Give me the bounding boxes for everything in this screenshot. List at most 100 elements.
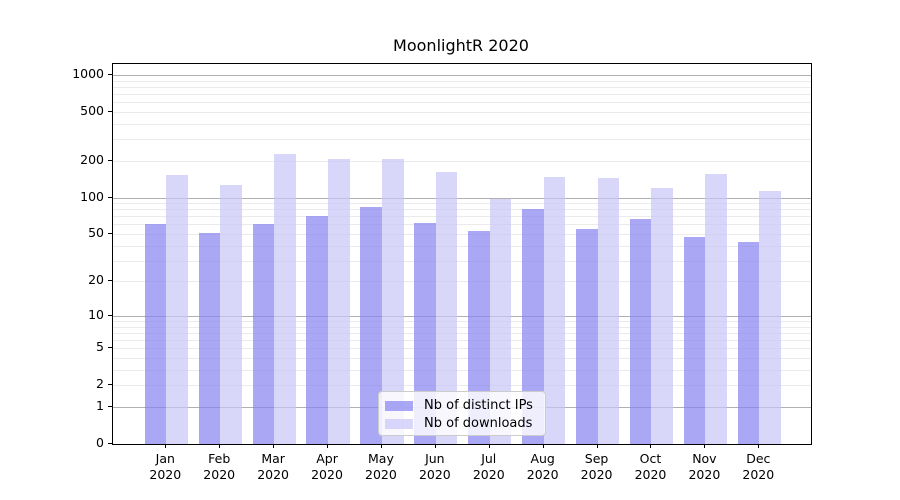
x-tick-year: 2020 xyxy=(580,467,613,482)
x-tick-label-sep: Sep 2020 xyxy=(565,451,629,483)
bar-nb-of-downloads-sep xyxy=(597,177,620,444)
x-tick-mark xyxy=(488,444,490,448)
x-tick-year: 2020 xyxy=(203,467,236,482)
x-tick-month: Nov xyxy=(692,451,717,466)
x-tick-label-nov: Nov 2020 xyxy=(672,451,736,483)
x-tick-month: Jan xyxy=(155,451,175,466)
x-tick-month: Apr xyxy=(316,451,338,466)
x-tick-label-mar: Mar 2020 xyxy=(241,451,305,483)
minor-gridline xyxy=(113,160,811,162)
y-tick-label: 50 xyxy=(88,225,104,241)
minor-gridline xyxy=(113,139,811,141)
minor-gridline xyxy=(113,86,811,88)
x-tick-label-may: May 2020 xyxy=(349,451,413,483)
minor-gridline xyxy=(113,332,811,334)
bar-nb-of-distinct-ips-mar xyxy=(252,223,275,444)
y-tick-mark xyxy=(108,314,112,316)
minor-gridline xyxy=(113,209,811,211)
x-tick-label-jul: Jul 2020 xyxy=(457,451,521,483)
bar-nb-of-downloads-jun xyxy=(435,171,458,444)
x-tick-mark xyxy=(758,444,760,448)
x-tick-label-oct: Oct 2020 xyxy=(618,451,682,483)
x-tick-year: 2020 xyxy=(472,467,505,482)
bar-nb-of-distinct-ips-sep xyxy=(575,229,598,444)
x-tick-month: Jun xyxy=(425,451,445,466)
legend-label: Nb of downloads xyxy=(424,416,533,431)
x-tick-year: 2020 xyxy=(634,467,667,482)
legend: Nb of distinct IPs Nb of downloads xyxy=(378,391,546,436)
x-tick-month: Jul xyxy=(481,451,497,466)
legend-label: Nb of distinct IPs xyxy=(424,398,533,413)
legend-row: Nb of distinct IPs xyxy=(385,398,537,414)
minor-gridline xyxy=(113,281,811,283)
minor-gridline xyxy=(113,80,811,82)
x-tick-year: 2020 xyxy=(365,467,397,482)
minor-gridline xyxy=(113,326,811,328)
y-tick-label: 1000 xyxy=(72,66,104,82)
bar-nb-of-downloads-mar xyxy=(274,154,296,444)
y-tick-label: 1 xyxy=(96,397,104,413)
major-gridline xyxy=(113,75,811,77)
y-tick-label: 500 xyxy=(80,103,104,118)
bar-nb-of-downloads-jan xyxy=(166,175,188,444)
bar-nb-of-downloads-may xyxy=(381,159,404,444)
y-tick-mark xyxy=(108,405,112,407)
y-tick-mark xyxy=(108,280,112,282)
x-tick-mark xyxy=(219,444,221,448)
bar-nb-of-downloads-aug xyxy=(543,177,566,444)
y-tick-mark xyxy=(108,111,112,112)
y-tick-mark xyxy=(108,74,112,76)
minor-gridline xyxy=(113,358,811,360)
bar-nb-of-distinct-ips-nov xyxy=(683,237,706,444)
x-tick-mark xyxy=(596,444,598,448)
y-tick-mark xyxy=(108,443,112,444)
x-tick-label-feb: Feb 2020 xyxy=(187,451,251,483)
x-tick-month: Mar xyxy=(261,451,285,466)
x-tick-year: 2020 xyxy=(257,467,290,482)
legend-swatch-icon xyxy=(385,401,413,411)
x-tick-month: Aug xyxy=(530,451,555,466)
bar-nb-of-downloads-apr xyxy=(328,158,350,444)
gridlines-layer xyxy=(113,64,811,444)
bar-nb-of-downloads-oct xyxy=(651,188,674,444)
x-tick-mark xyxy=(380,444,382,448)
y-tick-mark xyxy=(108,347,112,349)
minor-gridline xyxy=(113,340,811,342)
x-tick-label-apr: Apr 2020 xyxy=(295,451,359,483)
y-tick-label: 20 xyxy=(88,272,104,288)
bar-nb-of-distinct-ips-may xyxy=(360,206,382,444)
x-tick-year: 2020 xyxy=(149,467,182,482)
y-tick-label: 10 xyxy=(88,306,104,322)
x-tick-mark xyxy=(542,444,544,448)
bar-nb-of-distinct-ips-jun xyxy=(414,222,436,444)
bar-nb-of-distinct-ips-jan xyxy=(144,223,167,444)
minor-gridline xyxy=(113,216,811,218)
minor-gridline xyxy=(113,102,811,104)
minor-gridline xyxy=(113,260,811,262)
x-tick-month: May xyxy=(368,451,394,466)
legend-row: Nb of downloads xyxy=(385,416,537,432)
bar-nb-of-distinct-ips-oct xyxy=(629,218,652,444)
minor-gridline xyxy=(113,94,811,96)
bar-nb-of-distinct-ips-feb xyxy=(198,232,221,444)
x-tick-mark xyxy=(434,444,436,448)
y-tick-mark xyxy=(108,233,112,235)
x-tick-mark xyxy=(327,444,329,448)
x-tick-mark xyxy=(165,444,167,448)
bar-nb-of-distinct-ips-dec xyxy=(737,241,760,444)
major-gridline xyxy=(113,315,811,317)
chart-title: MoonlightR 2020 xyxy=(393,36,529,55)
major-gridline xyxy=(113,197,811,199)
y-tick-label: 100 xyxy=(80,188,104,204)
x-tick-label-jan: Jan 2020 xyxy=(133,451,197,483)
y-tick-label: 200 xyxy=(80,151,104,167)
minor-gridline xyxy=(113,203,811,205)
bar-nb-of-downloads-feb xyxy=(220,184,242,444)
bar-nb-of-distinct-ips-aug xyxy=(522,209,544,444)
bar-nb-of-downloads-jul xyxy=(489,199,512,444)
minor-gridline xyxy=(113,123,811,125)
x-tick-year: 2020 xyxy=(311,467,343,482)
bars-layer xyxy=(113,64,811,444)
plot-area xyxy=(112,63,812,445)
x-tick-month: Dec xyxy=(746,451,771,466)
